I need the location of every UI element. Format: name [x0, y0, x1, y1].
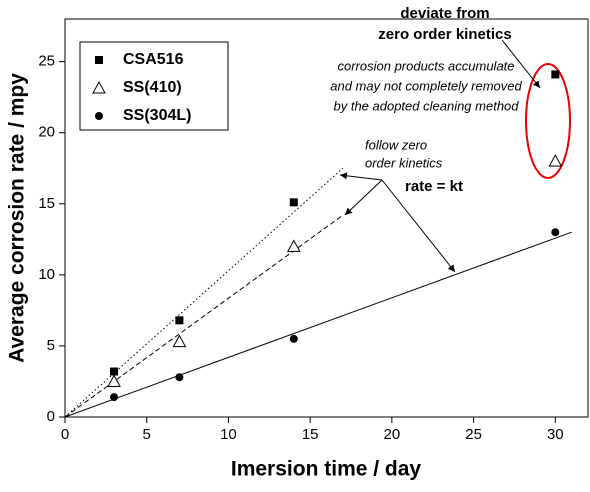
legend-marker — [95, 112, 103, 120]
y-tick-label: 25 — [38, 53, 55, 70]
marker-triangle — [107, 374, 121, 387]
marker-circle — [551, 228, 560, 237]
marker-square — [110, 367, 119, 376]
fit-line — [64, 214, 344, 418]
annotation: corrosion products accumulate — [337, 58, 514, 73]
legend-box — [79, 41, 229, 131]
arrow — [501, 39, 541, 89]
legend-label: SS(410) — [123, 79, 182, 96]
x-tick-label: 20 — [384, 426, 401, 443]
annotation: zero order kinetics — [378, 26, 511, 43]
legend-marker — [92, 80, 106, 94]
fit-line — [64, 167, 344, 418]
arrow — [381, 179, 456, 273]
annotation: rate = kt — [405, 178, 463, 195]
marker-triangle — [548, 154, 563, 167]
y-tick-label: 5 — [47, 337, 55, 354]
marker-triangle — [286, 239, 301, 252]
annotation: order kinetics — [365, 155, 443, 170]
annotation: deviate from — [400, 5, 489, 22]
y-tick-label: 20 — [38, 124, 55, 141]
marker-circle — [175, 373, 184, 382]
x-tick-label: 10 — [220, 426, 237, 443]
legend-label: CSA516 — [123, 51, 184, 68]
arrow — [339, 172, 383, 181]
annotation: by the adopted cleaning method — [333, 98, 519, 113]
y-tick-label: 10 — [38, 266, 55, 283]
x-tick-label: 30 — [547, 426, 564, 443]
x-tick-label: 0 — [61, 426, 69, 443]
fit-line — [64, 231, 572, 418]
plot-frame — [64, 18, 589, 418]
marker-square — [289, 198, 298, 207]
marker-square — [175, 316, 184, 325]
x-axis-title: Imersion time / day — [231, 458, 422, 481]
y-tick-label: 15 — [38, 195, 55, 212]
arrow — [344, 179, 383, 216]
marker-circle — [289, 334, 298, 343]
y-tick-label: 0 — [47, 408, 55, 425]
marker-square — [551, 70, 560, 79]
legend-label: SS(304L) — [123, 107, 191, 124]
annotation: follow zero — [365, 137, 427, 152]
annotation: and may not completely removed — [330, 78, 522, 93]
x-tick-label: 15 — [302, 426, 319, 443]
x-tick-label: 25 — [465, 426, 482, 443]
legend-marker — [95, 56, 103, 64]
marker-circle — [110, 393, 119, 402]
y-axis-title: Average corrosion rate / mpy — [6, 73, 29, 363]
marker-triangle — [172, 334, 187, 348]
x-tick-label: 5 — [143, 426, 151, 443]
highlight-ellipse — [525, 63, 571, 179]
